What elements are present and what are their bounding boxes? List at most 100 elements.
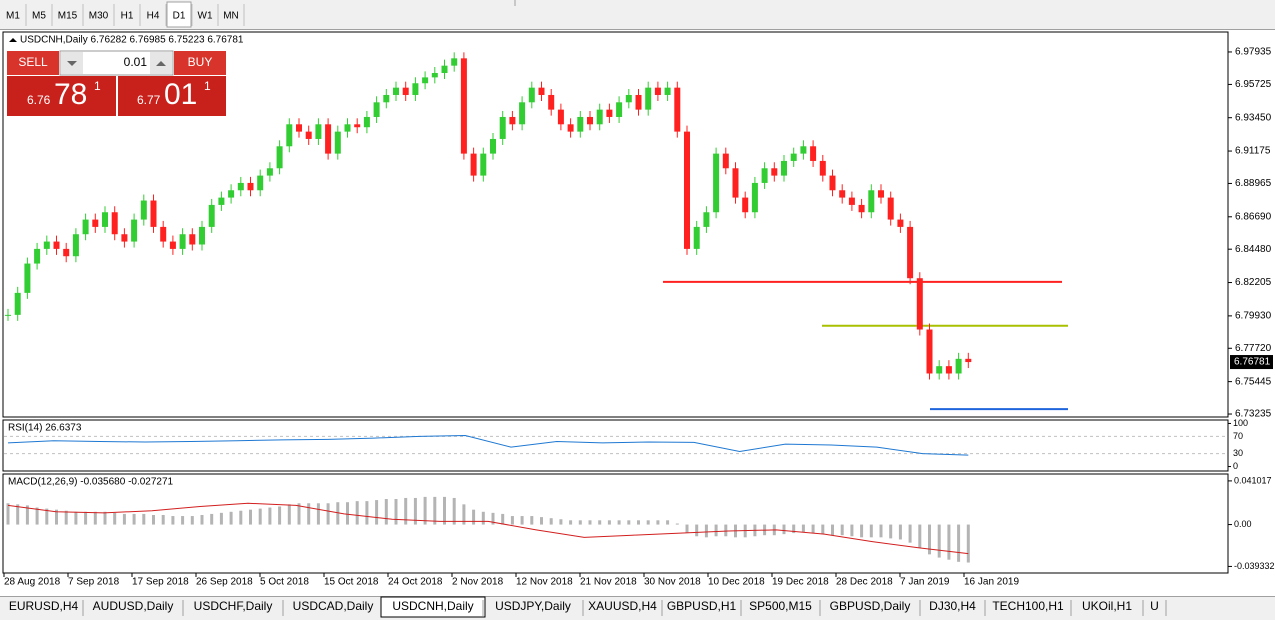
- macd-bar: [850, 524, 854, 537]
- candle: [509, 116, 516, 125]
- macd-bar: [491, 512, 495, 525]
- macd-bar: [346, 502, 349, 525]
- candle: [237, 182, 244, 191]
- timeframe-button[interactable]: M5: [32, 11, 46, 22]
- macd-bar: [472, 509, 476, 525]
- candle: [431, 72, 438, 78]
- candle: [344, 124, 351, 132]
- tab[interactable]: USDJPY,Daily: [495, 599, 571, 613]
- tab[interactable]: SP500,M15: [749, 599, 812, 613]
- macd-bar: [190, 516, 194, 525]
- macd-bar: [404, 497, 408, 525]
- timeframe-button[interactable]: MN: [223, 11, 239, 22]
- candle: [916, 278, 923, 330]
- macd-bar: [287, 504, 291, 525]
- candle: [577, 116, 584, 132]
- macd-bar: [423, 496, 427, 525]
- timeframe-button[interactable]: W1: [198, 11, 213, 22]
- candle: [557, 109, 564, 125]
- macd-bar: [501, 513, 505, 525]
- candle: [179, 234, 186, 249]
- macd-bar: [821, 524, 825, 535]
- macd-bar: [957, 524, 961, 562]
- date-label: 5 Oct 2018: [260, 577, 309, 588]
- candle: [53, 241, 60, 249]
- date-label: 26 Sep 2018: [196, 577, 253, 588]
- macd-bar: [685, 524, 689, 534]
- macd-bar: [831, 524, 834, 536]
- timeframe-button[interactable]: M30: [89, 11, 109, 22]
- bid-fraction: 1: [94, 79, 101, 93]
- candle: [247, 182, 254, 191]
- macd-bar: [889, 524, 893, 539]
- macd-bar: [879, 524, 883, 538]
- date-label: 24 Oct 2018: [388, 577, 443, 588]
- macd-bar: [869, 524, 873, 538]
- macd-bar: [801, 524, 805, 533]
- candle: [751, 182, 758, 213]
- y-tick-label: 6.95725: [1235, 79, 1272, 90]
- timeframe-button[interactable]: D1: [173, 11, 186, 22]
- tab[interactable]: GBPUSD,Daily: [830, 599, 911, 613]
- timeframe-button[interactable]: H4: [147, 11, 160, 22]
- macd-bar: [578, 520, 582, 525]
- date-label: 19 Dec 2018: [772, 577, 829, 588]
- rsi-label: RSI(14) 26.6373: [8, 423, 82, 434]
- candle: [858, 204, 865, 213]
- macd-bar: [520, 516, 524, 525]
- macd-bar: [152, 514, 155, 525]
- macd-bar: [646, 520, 650, 525]
- bid-big-figure: 6.76: [27, 93, 51, 107]
- tab[interactable]: GBPUSD,H1: [667, 599, 737, 613]
- date-label: 10 Dec 2018: [708, 577, 765, 588]
- candle: [199, 226, 205, 245]
- sell-button[interactable]: [7, 51, 59, 75]
- candle: [276, 146, 283, 169]
- tab[interactable]: U: [1150, 599, 1159, 613]
- candle: [140, 200, 147, 220]
- candle: [839, 190, 846, 198]
- macd-bar: [210, 513, 214, 525]
- tab[interactable]: XAUUSD,H4: [588, 599, 657, 613]
- macd-bar: [64, 510, 68, 525]
- y-tick-label: 6.93450: [1235, 112, 1272, 123]
- tab[interactable]: DJ30,H4: [929, 599, 976, 613]
- candle: [587, 116, 593, 125]
- macd-bar: [452, 497, 456, 525]
- tab[interactable]: TECH100,H1: [992, 599, 1064, 613]
- tab[interactable]: USDCNH,Daily: [392, 599, 473, 613]
- timeframe-button[interactable]: H1: [121, 11, 134, 22]
- macd-bar: [627, 520, 631, 525]
- candle: [393, 87, 399, 95]
- candle: [548, 94, 555, 110]
- ask-box[interactable]: [118, 76, 226, 116]
- macd-bar: [316, 503, 320, 525]
- macd-bar: [724, 524, 728, 537]
- bid-box[interactable]: [7, 76, 116, 116]
- tab[interactable]: UKOil,H1: [1082, 599, 1132, 613]
- buy-button[interactable]: [174, 51, 226, 75]
- tab[interactable]: AUDUSD,Daily: [93, 599, 174, 613]
- y-tick-label: 6.82205: [1235, 277, 1272, 288]
- tab[interactable]: EURUSD,H4: [9, 599, 79, 613]
- candle: [373, 102, 380, 117]
- date-label: 17 Sep 2018: [132, 577, 189, 588]
- macd-bar: [355, 501, 359, 525]
- tab[interactable]: USDCHF,Daily: [194, 599, 273, 613]
- candle: [441, 65, 448, 73]
- candle: [868, 190, 875, 213]
- date-label: 30 Nov 2018: [644, 577, 701, 588]
- timeframe-button[interactable]: M1: [6, 11, 20, 22]
- candle: [43, 241, 50, 249]
- candle: [781, 160, 787, 176]
- candle: [684, 131, 690, 249]
- macd-bar: [966, 524, 970, 563]
- macd-bar: [559, 519, 563, 525]
- macd-bar: [947, 524, 951, 560]
- candle: [703, 212, 710, 227]
- tab[interactable]: USDCAD,Daily: [293, 599, 374, 613]
- timeframe-button[interactable]: M15: [58, 11, 78, 22]
- candle: [121, 234, 128, 242]
- candle: [160, 226, 167, 242]
